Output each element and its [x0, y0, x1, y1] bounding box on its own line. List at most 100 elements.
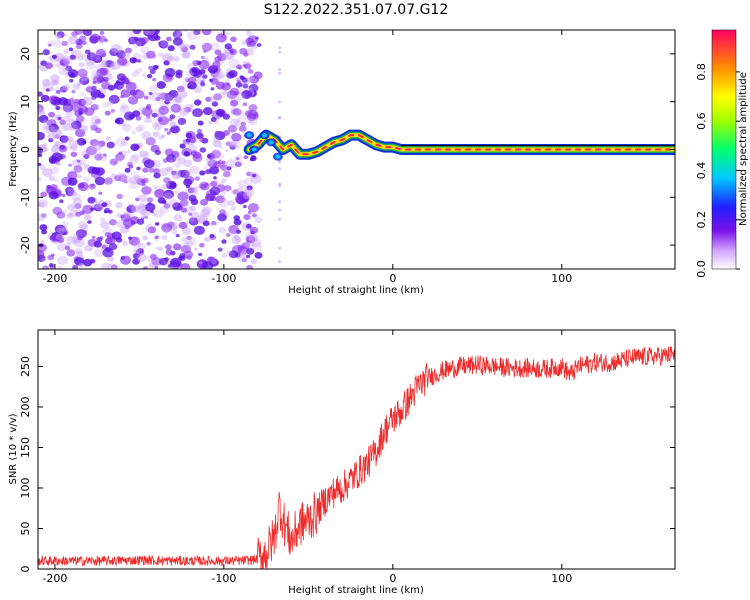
noise-blob	[49, 158, 56, 164]
noise-blob	[49, 235, 55, 240]
spec-y-tick-label: -20	[19, 236, 32, 254]
noise-blob	[56, 31, 65, 38]
noise-blob	[199, 147, 207, 153]
noise-blob	[141, 73, 147, 78]
noise-blob	[100, 220, 110, 229]
noise-blob	[169, 114, 176, 120]
noise-blob	[100, 48, 107, 54]
noise-blob	[244, 63, 252, 70]
noise-blob	[154, 149, 161, 156]
colorbar-tick-label: 0.6	[695, 112, 708, 130]
noise-blob	[210, 87, 215, 91]
noise-blob	[203, 50, 207, 54]
noise-blob	[62, 57, 72, 66]
noise-blob	[210, 77, 219, 85]
noise-blob	[120, 140, 128, 147]
noise-blob	[254, 216, 263, 224]
noise-blob	[175, 234, 180, 238]
noise-blob	[236, 253, 248, 262]
noise-blob	[214, 72, 223, 80]
noise-blob	[90, 116, 101, 125]
noise-blob	[81, 96, 93, 106]
noise-blob	[172, 202, 183, 212]
noise-blob	[278, 182, 282, 186]
noise-blob	[107, 263, 117, 269]
noise-blob	[166, 55, 175, 63]
noise-blob	[116, 213, 122, 218]
noise-blob	[144, 202, 156, 212]
noise-blob	[246, 171, 252, 177]
noise-blob	[65, 242, 70, 247]
noise-blob	[172, 187, 180, 194]
noise-blob	[77, 235, 83, 241]
noise-blob	[110, 109, 116, 113]
colorbar-tick-label: 0.8	[695, 63, 708, 81]
noise-blob	[135, 126, 143, 133]
noise-blob	[128, 236, 133, 240]
noise-blob	[240, 78, 250, 87]
noise-blob	[214, 130, 220, 135]
noise-blob	[241, 258, 247, 263]
noise-blob	[212, 139, 222, 148]
noise-blob	[123, 111, 135, 121]
noise-blob	[57, 255, 69, 265]
noise-blob	[136, 218, 145, 225]
noise-blob	[180, 170, 190, 178]
noise-blob	[56, 242, 67, 252]
noise-blob	[100, 217, 106, 222]
noise-blob	[230, 190, 235, 194]
noise-blob	[44, 124, 56, 134]
noise-blob	[237, 244, 245, 251]
noise-blob	[213, 176, 217, 180]
ridge-blob	[261, 133, 267, 138]
noise-blob	[245, 30, 253, 36]
noise-blob	[41, 229, 48, 235]
noise-blob	[209, 166, 220, 175]
noise-blob	[93, 248, 104, 257]
noise-blob	[116, 155, 124, 163]
noise-blob	[146, 241, 151, 246]
noise-blob	[225, 149, 229, 153]
noise-blob	[155, 246, 160, 250]
noise-blob	[170, 105, 179, 112]
noise-blob	[163, 203, 171, 209]
noise-blob	[207, 159, 218, 168]
noise-blob	[242, 191, 252, 200]
noise-blob	[116, 50, 126, 59]
noise-blob	[213, 221, 219, 227]
noise-blob	[188, 217, 199, 226]
noise-blob	[215, 195, 225, 204]
noise-blob	[131, 153, 140, 161]
noise-blob	[66, 249, 76, 257]
noise-blob	[115, 117, 124, 125]
noise-blob	[136, 166, 141, 171]
noise-blob	[211, 220, 217, 226]
noise-blob	[70, 120, 82, 130]
noise-blob	[181, 227, 192, 235]
noise-blob	[236, 179, 247, 188]
noise-blob	[89, 121, 98, 129]
noise-blob	[218, 198, 229, 208]
noise-blob	[120, 213, 131, 222]
noise-blob	[172, 30, 183, 39]
noise-blob	[119, 105, 130, 114]
noise-blob	[68, 140, 79, 149]
noise-blob	[53, 87, 63, 95]
noise-blob	[62, 55, 71, 62]
noise-blob	[92, 151, 104, 161]
noise-blob	[183, 178, 193, 187]
noise-blob	[38, 131, 45, 141]
noise-blob	[90, 183, 95, 187]
noise-blob	[56, 211, 66, 219]
noise-blob	[65, 65, 73, 72]
noise-blob	[170, 103, 182, 113]
noise-blob	[249, 41, 259, 50]
noise-blob	[158, 105, 170, 115]
noise-blob	[77, 68, 88, 78]
noise-blob	[70, 151, 78, 158]
noise-blob	[66, 235, 77, 245]
noise-blob	[55, 233, 64, 241]
noise-blob	[73, 165, 83, 173]
noise-blob	[87, 220, 92, 224]
noise-blob	[243, 187, 255, 198]
